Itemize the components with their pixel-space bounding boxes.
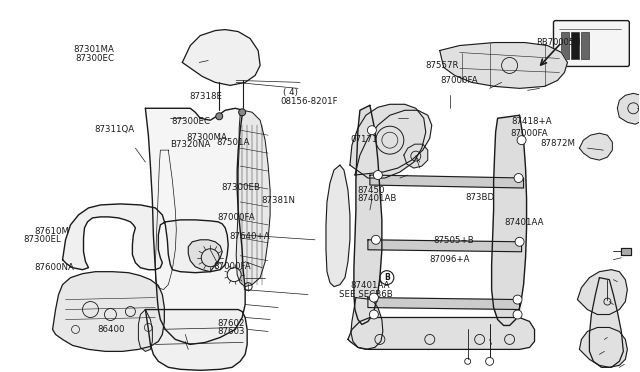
- Polygon shape: [370, 175, 524, 188]
- Polygon shape: [348, 318, 534, 349]
- Circle shape: [513, 295, 522, 304]
- Circle shape: [216, 113, 223, 120]
- Text: 873BD: 873BD: [466, 193, 495, 202]
- Text: 87000FA: 87000FA: [217, 213, 255, 222]
- Polygon shape: [63, 204, 228, 273]
- Text: 87401AA: 87401AA: [504, 218, 543, 227]
- Polygon shape: [368, 240, 522, 252]
- Circle shape: [486, 357, 493, 365]
- Text: 87311QA: 87311QA: [95, 125, 135, 134]
- Circle shape: [369, 310, 378, 319]
- Circle shape: [513, 310, 522, 319]
- Text: B7320NA: B7320NA: [170, 140, 211, 149]
- Text: RB70005N: RB70005N: [536, 38, 580, 47]
- Circle shape: [515, 237, 524, 246]
- FancyBboxPatch shape: [554, 20, 629, 67]
- Text: 87557R: 87557R: [426, 61, 459, 70]
- Text: 87600NA: 87600NA: [35, 263, 74, 272]
- Text: ( 4): ( 4): [283, 88, 298, 97]
- Polygon shape: [350, 104, 426, 178]
- Text: 87000FA: 87000FA: [510, 129, 548, 138]
- Text: 08156-8201F: 08156-8201F: [280, 97, 338, 106]
- Text: 87096+A: 87096+A: [430, 255, 470, 264]
- Text: 87450: 87450: [357, 186, 385, 195]
- Text: 87000FA: 87000FA: [213, 262, 251, 271]
- Polygon shape: [492, 115, 527, 326]
- Text: 87505+B: 87505+B: [434, 236, 474, 246]
- Text: 87501A: 87501A: [216, 138, 250, 147]
- Text: 87602: 87602: [218, 319, 245, 328]
- Polygon shape: [236, 110, 270, 286]
- Polygon shape: [618, 93, 640, 124]
- Polygon shape: [579, 133, 612, 160]
- Text: B: B: [384, 273, 390, 282]
- Text: 87300EL: 87300EL: [24, 235, 61, 244]
- Circle shape: [371, 235, 380, 244]
- Polygon shape: [52, 272, 164, 352]
- Polygon shape: [355, 110, 432, 175]
- Text: 87610M: 87610M: [34, 227, 69, 236]
- Polygon shape: [354, 105, 382, 324]
- Text: 87300MA: 87300MA: [186, 132, 227, 142]
- Text: 87381N: 87381N: [261, 196, 295, 205]
- Polygon shape: [577, 270, 627, 314]
- Circle shape: [514, 174, 523, 183]
- Polygon shape: [589, 278, 623, 367]
- Text: SEE SECB6B: SEE SECB6B: [339, 290, 393, 299]
- Circle shape: [517, 136, 526, 145]
- Polygon shape: [621, 248, 631, 255]
- Bar: [561, 32, 570, 60]
- Polygon shape: [138, 310, 152, 352]
- Text: 87603: 87603: [218, 327, 245, 336]
- Polygon shape: [188, 240, 222, 272]
- Text: 87401AA: 87401AA: [351, 281, 390, 290]
- Text: 87000FA: 87000FA: [440, 76, 477, 85]
- Circle shape: [239, 109, 246, 116]
- Polygon shape: [145, 108, 245, 344]
- Text: 87640+A: 87640+A: [229, 231, 270, 241]
- Text: 87418+A: 87418+A: [511, 117, 552, 126]
- Text: 87318E: 87318E: [189, 92, 222, 101]
- Text: 87300EC: 87300EC: [76, 54, 115, 62]
- Text: 07171: 07171: [351, 135, 378, 144]
- Circle shape: [367, 126, 376, 135]
- Circle shape: [373, 170, 382, 180]
- Polygon shape: [368, 298, 520, 310]
- Text: 87301MA: 87301MA: [74, 45, 115, 54]
- Polygon shape: [326, 165, 350, 286]
- Text: 87401AB: 87401AB: [357, 195, 396, 203]
- Polygon shape: [145, 310, 247, 370]
- Bar: [581, 32, 589, 60]
- Polygon shape: [404, 144, 428, 168]
- Polygon shape: [351, 298, 383, 349]
- Text: 86400: 86400: [98, 325, 125, 334]
- Bar: [572, 32, 579, 60]
- Polygon shape: [440, 42, 568, 89]
- Polygon shape: [182, 30, 260, 86]
- Text: 87300EC: 87300EC: [172, 117, 211, 126]
- Text: 87300EB: 87300EB: [221, 183, 260, 192]
- Text: 87872M: 87872M: [540, 139, 575, 148]
- Circle shape: [369, 293, 378, 302]
- Polygon shape: [579, 327, 627, 367]
